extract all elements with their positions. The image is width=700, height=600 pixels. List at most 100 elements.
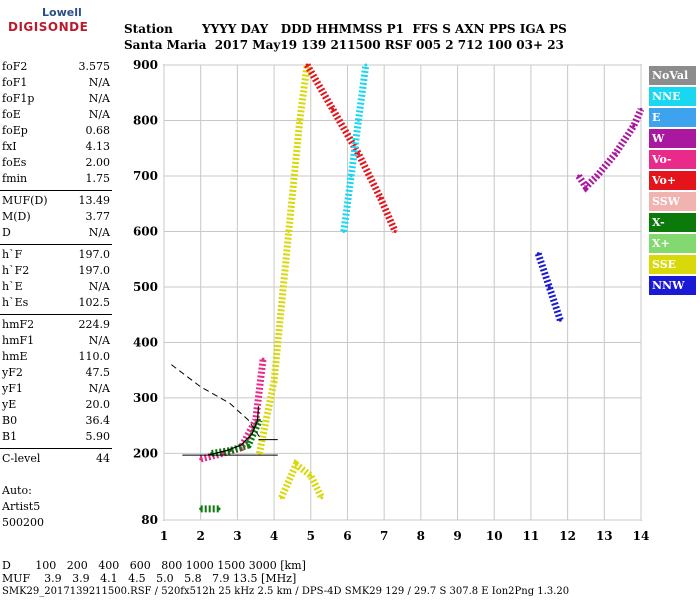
trace-point bbox=[356, 152, 360, 156]
trace-point bbox=[584, 185, 588, 189]
param-value: 224.9 bbox=[78, 318, 111, 331]
param-value: N/A bbox=[88, 108, 110, 121]
muf-row: MUF 3.9 3.9 4.1 4.5 5.0 5.8 7.9 13.5 [MH… bbox=[2, 572, 297, 585]
param-key: MUF(D) bbox=[2, 194, 48, 207]
y-tick-label: 800 bbox=[133, 113, 158, 127]
param-row: foE N/A bbox=[2, 108, 110, 122]
param-value: 47.5 bbox=[85, 366, 111, 379]
legend-item: NNW bbox=[649, 276, 696, 295]
param-key: h`F2 bbox=[2, 264, 30, 277]
auto-code: 500200 bbox=[2, 516, 44, 529]
param-value: 2.00 bbox=[85, 156, 111, 169]
x-tick-label: 1 bbox=[160, 529, 168, 543]
param-row: foF1 N/A bbox=[2, 76, 110, 90]
trace-point bbox=[261, 357, 265, 361]
y-tick-label: 80 bbox=[141, 513, 158, 527]
x-tick-label: 11 bbox=[523, 529, 540, 543]
trace-point bbox=[378, 196, 382, 200]
trace-point bbox=[257, 418, 261, 422]
logo-brand: Lowell bbox=[42, 6, 82, 19]
trace-point bbox=[393, 229, 397, 233]
separator bbox=[0, 244, 112, 245]
trace-point bbox=[536, 252, 540, 256]
param-row: B1 5.90 bbox=[2, 430, 110, 444]
separator bbox=[0, 190, 112, 191]
logo-product: DIGISONDE bbox=[8, 20, 89, 34]
param-key: fxI bbox=[2, 140, 17, 153]
trace-point bbox=[272, 379, 276, 383]
param-row: hmE 110.0 bbox=[2, 350, 110, 364]
param-row: hmF1 N/A bbox=[2, 334, 110, 348]
legend-item: X- bbox=[649, 213, 696, 232]
param-key: foEs bbox=[2, 156, 27, 169]
param-key: foEp bbox=[2, 124, 28, 137]
trace-point bbox=[364, 63, 368, 67]
param-row: yF1 N/A bbox=[2, 382, 110, 396]
legend-item: NoVal bbox=[649, 66, 696, 85]
x-tick-label: 14 bbox=[633, 529, 650, 543]
param-key: foF1 bbox=[2, 76, 28, 89]
param-row: fmin 1.75 bbox=[2, 172, 110, 186]
y-tick-labels: 80 200 300 400 500 600 700 800 900 bbox=[133, 58, 158, 527]
param-value: 3.575 bbox=[78, 60, 111, 73]
param-row: fxI 4.13 bbox=[2, 140, 110, 154]
file-footer: SMK29_2017139211500.RSF / 520fx512h 25 k… bbox=[2, 586, 570, 597]
param-row: B0 36.4 bbox=[2, 414, 110, 428]
x-tick-label: 2 bbox=[197, 529, 205, 543]
legend-item: SSW bbox=[649, 192, 696, 211]
trace-point bbox=[246, 443, 250, 447]
param-value: N/A bbox=[88, 280, 110, 293]
param-key: C-level bbox=[2, 452, 41, 465]
legend-item: SSE bbox=[649, 255, 696, 274]
y-tick-label: 900 bbox=[133, 58, 158, 72]
x-tick-label: 5 bbox=[307, 529, 315, 543]
header-labels: Station YYYY DAY DDD HHMMSS P1 FFS S AXN… bbox=[124, 22, 567, 36]
legend-item: NNE bbox=[649, 87, 696, 106]
param-value: N/A bbox=[88, 76, 110, 89]
param-row: h`F2 197.0 bbox=[2, 264, 110, 278]
distance-row: D 100 200 400 600 800 1000 1500 3000 [km… bbox=[2, 559, 306, 572]
separator bbox=[0, 448, 112, 449]
trace-point bbox=[547, 285, 551, 289]
param-row: foF2 3.575 bbox=[2, 60, 110, 74]
param-key: foE bbox=[2, 108, 21, 121]
param-key: h`E bbox=[2, 280, 23, 293]
x-tick-label: 4 bbox=[270, 529, 278, 543]
trace-point bbox=[342, 229, 346, 233]
auto-method: Artist5 bbox=[2, 500, 41, 513]
y-tick-label: 600 bbox=[133, 224, 158, 238]
trace-point bbox=[577, 174, 581, 178]
x-tick-label: 13 bbox=[596, 529, 613, 543]
plot-area bbox=[163, 64, 642, 521]
y-tick-label: 200 bbox=[133, 446, 158, 460]
legend-item: Vo- bbox=[649, 150, 696, 169]
trace-point bbox=[257, 451, 261, 455]
separator bbox=[0, 314, 112, 315]
param-value: N/A bbox=[88, 382, 110, 395]
y-tick-label: 500 bbox=[133, 280, 158, 294]
param-key: foF1p bbox=[2, 92, 35, 105]
header-values: Santa Maria 2017 May19 139 211500 RSF 00… bbox=[124, 38, 564, 52]
x-tick-label: 7 bbox=[380, 529, 388, 543]
trace-point bbox=[287, 229, 291, 233]
param-key: M(D) bbox=[2, 210, 31, 223]
param-row: h`E N/A bbox=[2, 280, 110, 294]
legend-item: W bbox=[649, 129, 696, 148]
param-value: 5.90 bbox=[85, 430, 111, 443]
profile-overlay bbox=[171, 364, 278, 456]
param-value: 102.5 bbox=[78, 296, 111, 309]
param-value: 3.77 bbox=[85, 210, 111, 223]
auto-label: Auto: bbox=[2, 484, 32, 497]
trace-point bbox=[639, 107, 643, 111]
x-tick-label: 8 bbox=[417, 529, 425, 543]
param-key: B1 bbox=[2, 430, 18, 443]
param-row: M(D) 3.77 bbox=[2, 210, 110, 224]
x-tick-label: 6 bbox=[343, 529, 351, 543]
param-row: MUF(D) 13.49 bbox=[2, 194, 110, 208]
param-value: 44 bbox=[96, 452, 110, 465]
param-value: 20.0 bbox=[85, 398, 111, 411]
y-tick-label: 700 bbox=[133, 169, 158, 183]
param-value: 36.4 bbox=[85, 414, 111, 427]
y-tick-label: 300 bbox=[133, 391, 158, 405]
